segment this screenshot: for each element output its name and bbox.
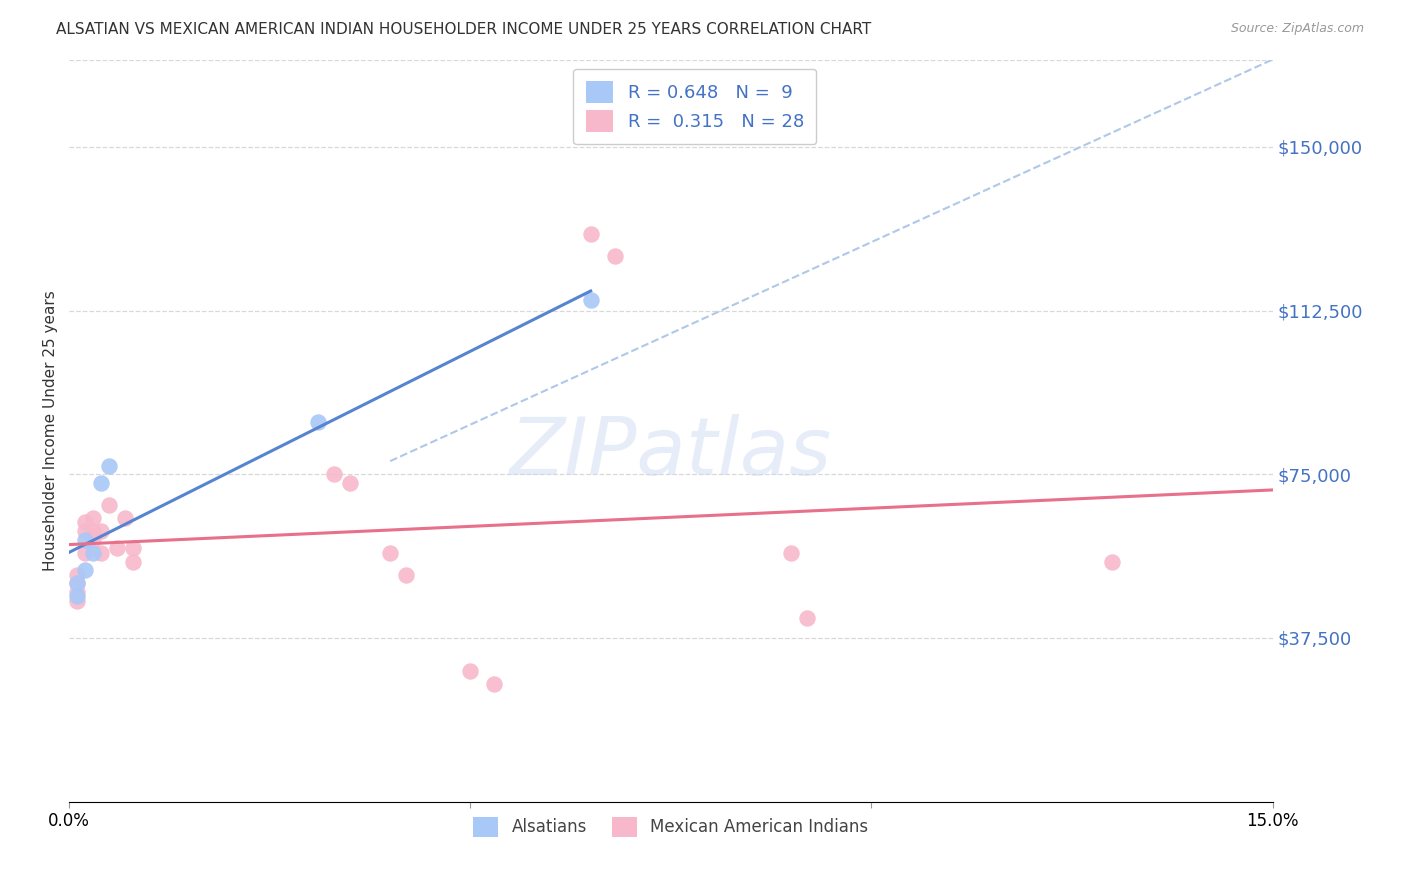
Point — [82, 524, 104, 538]
Point — [484, 677, 506, 691]
Point — [603, 249, 626, 263]
Point — [75, 546, 97, 560]
Text: Source: ZipAtlas.com: Source: ZipAtlas.com — [1230, 22, 1364, 36]
Point — [796, 611, 818, 625]
Text: ZIPatlas: ZIPatlas — [510, 414, 832, 491]
Point — [75, 563, 97, 577]
Y-axis label: Householder Income Under 25 years: Householder Income Under 25 years — [44, 290, 58, 571]
Point — [66, 594, 89, 608]
Legend: Alsatians, Mexican American Indians: Alsatians, Mexican American Indians — [465, 808, 877, 846]
Point — [66, 585, 89, 599]
Point — [75, 524, 97, 538]
Point — [780, 546, 803, 560]
Point — [1101, 555, 1123, 569]
Point — [90, 475, 112, 490]
Point — [82, 511, 104, 525]
Point — [82, 546, 104, 560]
Point — [82, 533, 104, 547]
Point — [395, 567, 418, 582]
Point — [307, 415, 329, 429]
Point — [66, 590, 89, 604]
Point — [378, 546, 401, 560]
Point — [66, 567, 89, 582]
Point — [98, 458, 121, 473]
Point — [75, 533, 97, 547]
Point — [122, 541, 145, 556]
Point — [75, 515, 97, 529]
Point — [98, 498, 121, 512]
Point — [90, 546, 112, 560]
Point — [105, 541, 128, 556]
Point — [579, 227, 602, 242]
Text: ALSATIAN VS MEXICAN AMERICAN INDIAN HOUSEHOLDER INCOME UNDER 25 YEARS CORRELATIO: ALSATIAN VS MEXICAN AMERICAN INDIAN HOUS… — [56, 22, 872, 37]
Point — [122, 555, 145, 569]
Point — [66, 576, 89, 591]
Point — [323, 467, 346, 482]
Point — [90, 524, 112, 538]
Point — [579, 293, 602, 307]
Point — [66, 576, 89, 591]
Point — [460, 664, 482, 678]
Point — [339, 475, 361, 490]
Point — [114, 511, 136, 525]
